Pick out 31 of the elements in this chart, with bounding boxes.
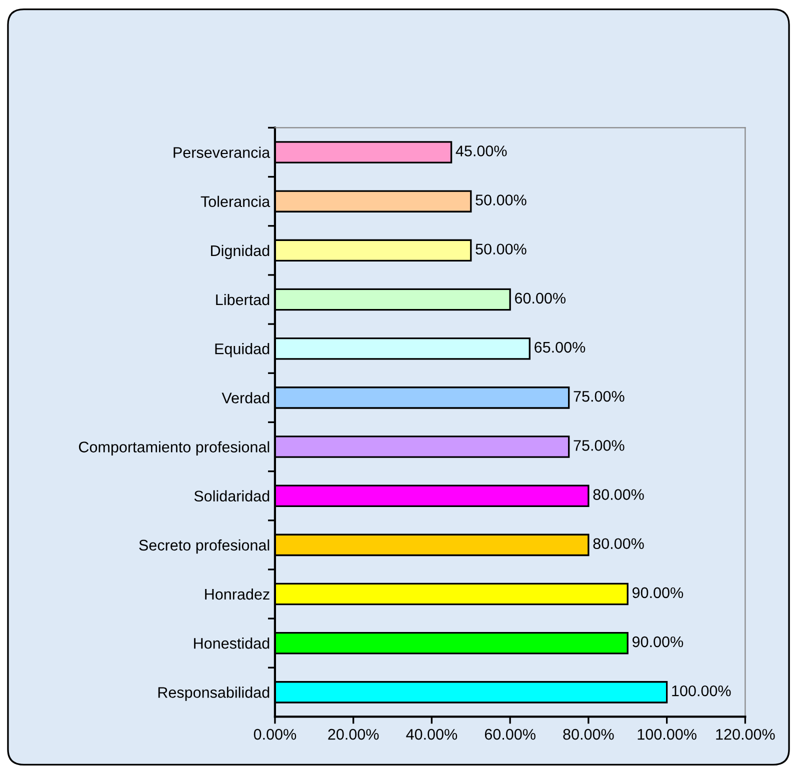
y-tick-label: Verdad [222,392,270,404]
data-label: 50.00% [476,244,526,255]
data-label: 90.00% [632,587,684,598]
y-tick-label: Honradez [205,588,270,600]
x-tick-label: 0.00% [254,728,296,740]
data-label: 80.00% [593,538,644,550]
data-label: 75.00% [574,390,624,402]
y-tick-label: Solidaridad [194,490,270,502]
data-label: 50.00% [476,194,526,206]
y-tick-label: Perseverancia [174,146,270,158]
data-label: 80.00% [593,489,644,500]
x-tick-label: 40.00% [406,728,458,740]
y-tick-label: Equidad [215,343,270,358]
data-label: 60.00% [515,292,566,304]
x-tick-label: 120.00% [716,728,775,740]
y-tick-label: Dignidad [211,244,270,260]
x-tick-label: 60.00% [484,728,536,740]
y-tick-label: Comportamiento profesional [78,441,270,456]
data-label: 45.00% [456,146,507,156]
data-label: 75.00% [574,440,624,451]
x-tick-label: 100.00% [638,728,696,740]
y-tick-label: Tolerancia [200,196,270,208]
y-tick-label: Libertad [216,294,270,306]
y-tick-label: Honestidad [194,638,270,649]
x-tick-label: 20.00% [328,728,379,740]
y-tick-label: Responsabilidad [158,686,270,701]
y-tick-label: Secreto profesional [139,539,270,554]
data-label: 90.00% [632,636,684,648]
x-tick-label: 80.00% [563,728,614,740]
data-label: 65.00% [534,342,586,353]
data-label: 100.00% [672,685,731,696]
